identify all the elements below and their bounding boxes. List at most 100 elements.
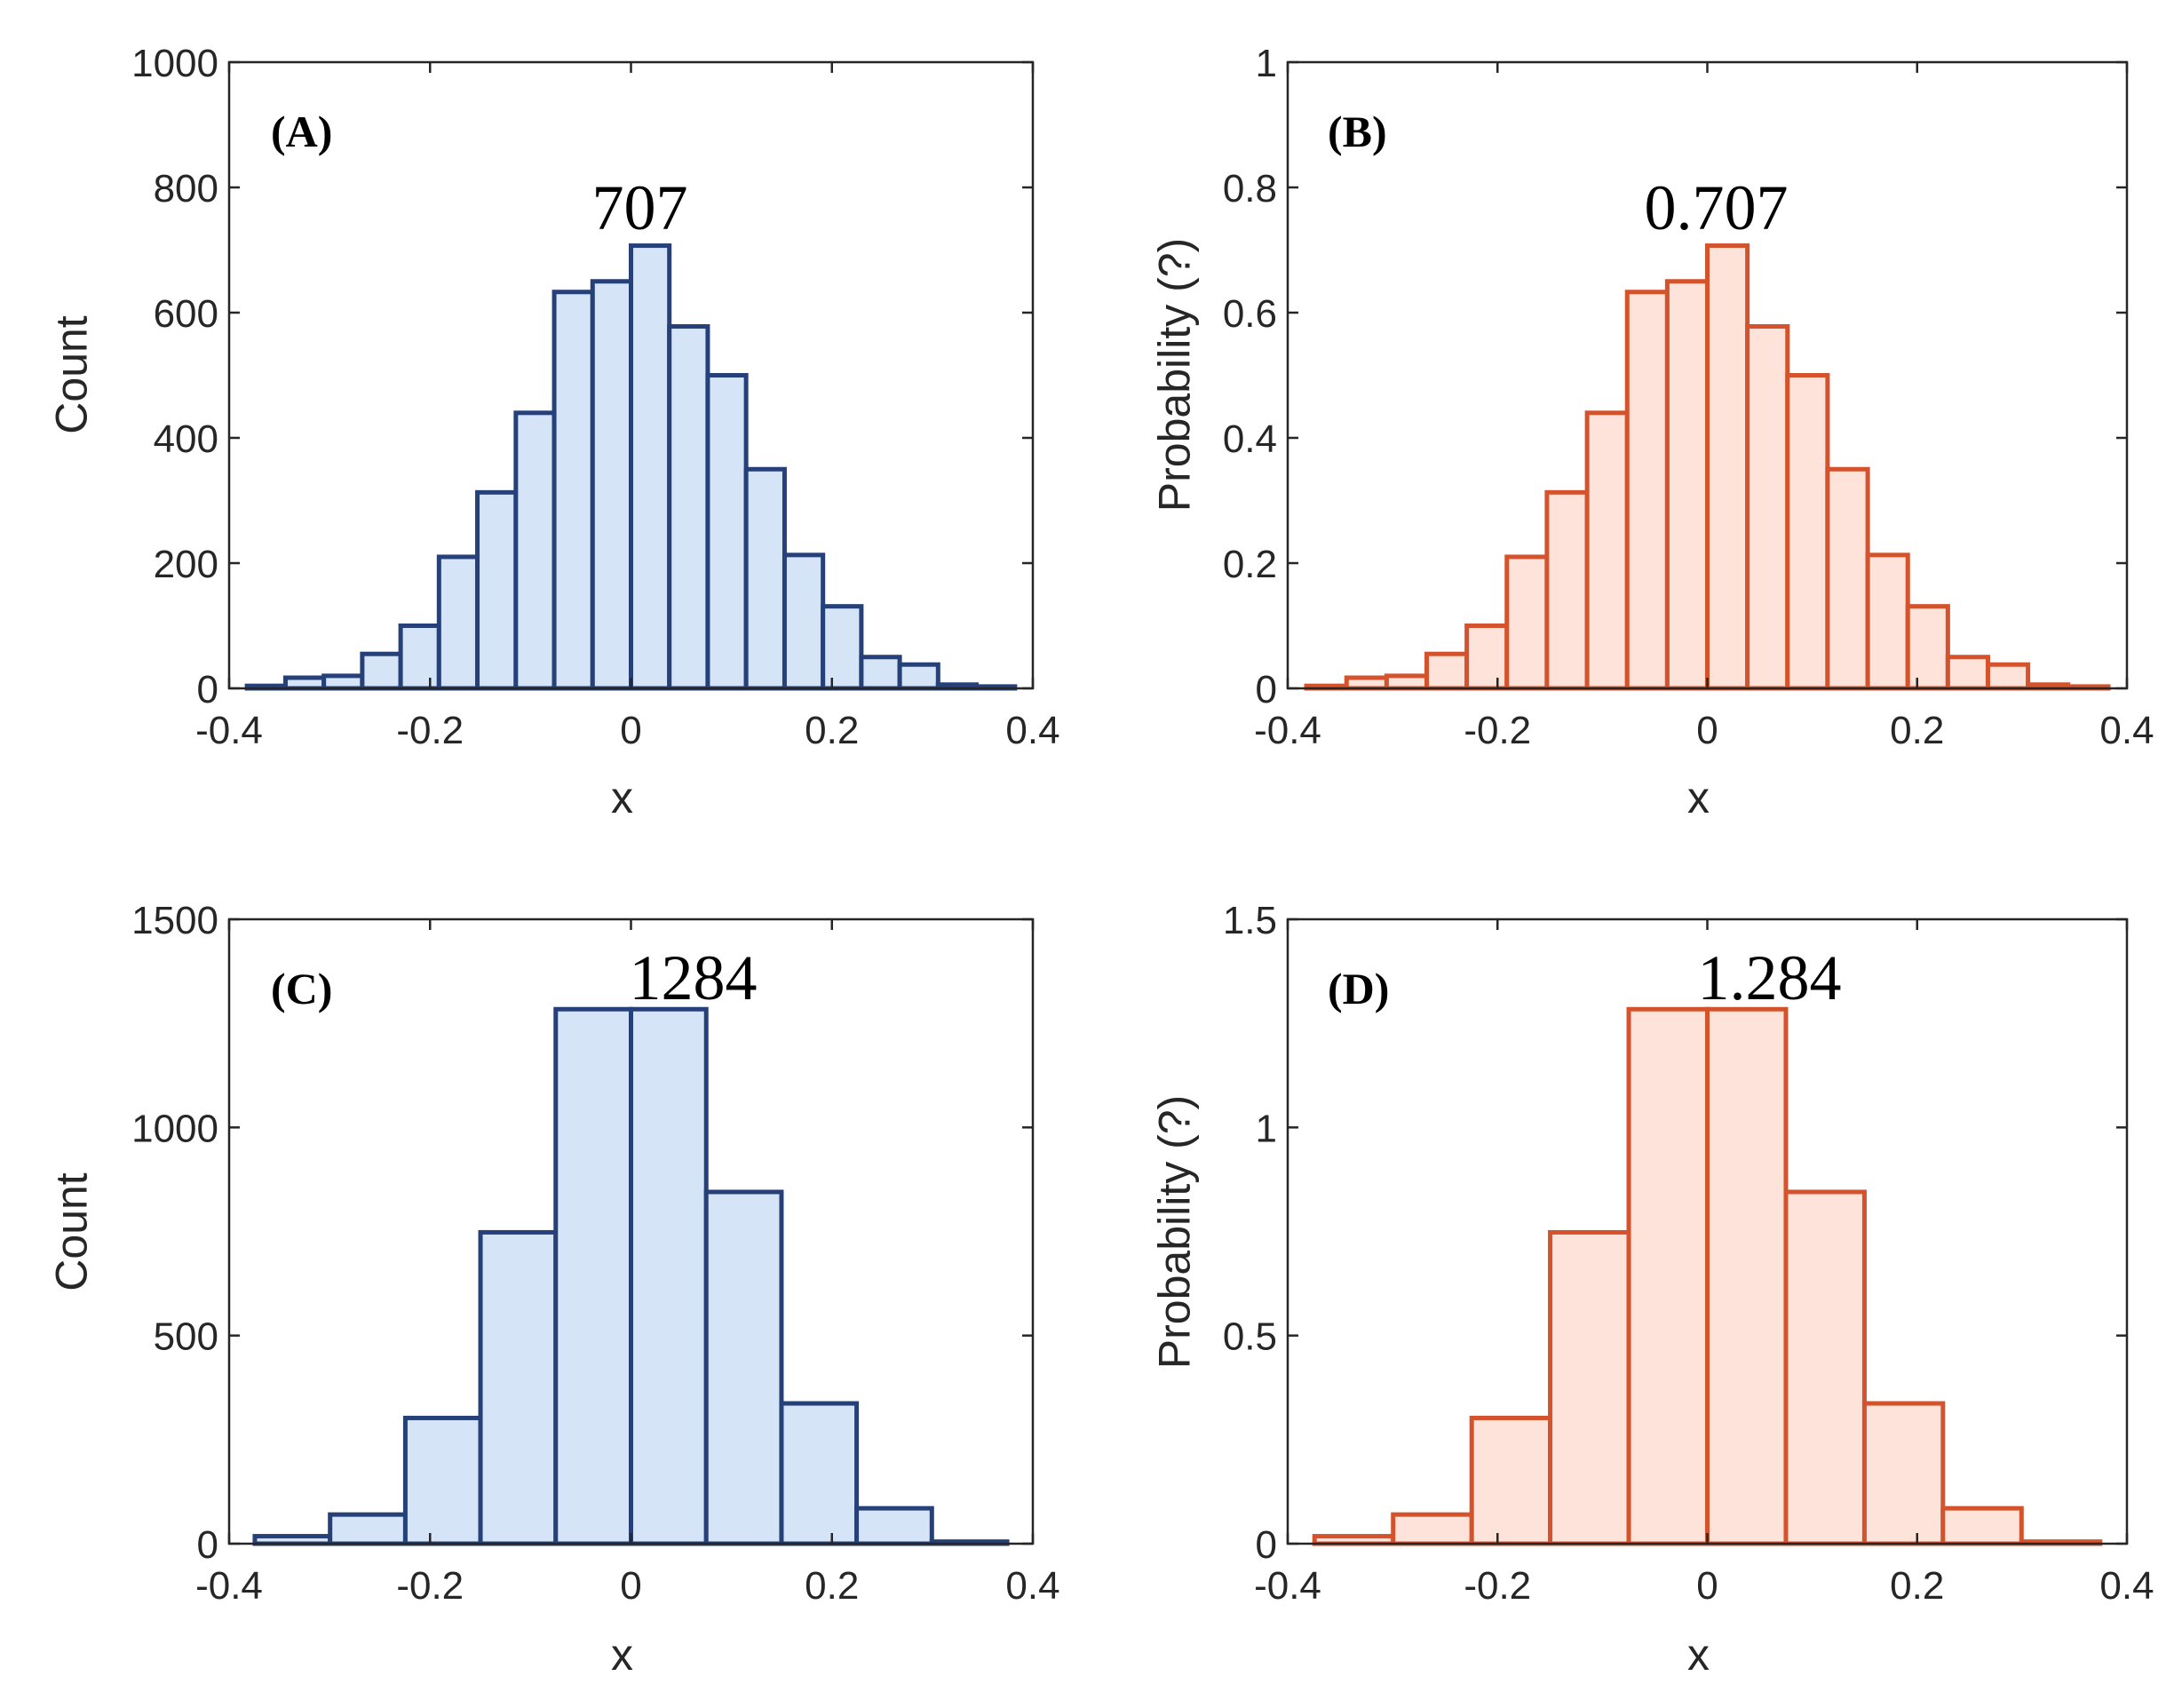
y-tick-label: 400: [154, 417, 218, 461]
histogram-bar: [1626, 1006, 1710, 1546]
histogram-bar: [436, 554, 480, 691]
histogram-bar: [1985, 662, 2031, 691]
x-tick-label: 0.2: [1890, 1564, 1944, 1608]
histogram-bar: [1940, 1505, 2024, 1546]
histogram-bar: [1391, 1512, 1474, 1546]
x-axis-label: x: [1687, 1630, 1710, 1680]
x-axis-label: x: [611, 773, 633, 822]
y-tick-label: 0: [197, 1523, 218, 1567]
y-tick-label: 500: [154, 1315, 218, 1359]
y-tick-label: 0: [1256, 1523, 1277, 1567]
x-tick-label: -0.2: [1464, 1564, 1531, 1608]
histogram-bar: [743, 466, 787, 691]
x-tick-label: 0: [1696, 709, 1718, 752]
histogram-bar: [629, 243, 672, 691]
histogram-bar: [1865, 552, 1910, 691]
histogram-panel: -0.4 -0.2 0 0.2 0.4 0 0.2 0.4 0.6 0.8 1 x Probabilit…: [1150, 42, 2154, 822]
x-axis-label: x: [611, 1630, 633, 1680]
histogram-bar: [321, 673, 365, 691]
histogram-bar: [1312, 1534, 1396, 1546]
histogram-bar: [703, 1189, 784, 1546]
histogram-bar: [821, 604, 864, 691]
x-tick-label: -0.4: [1254, 709, 1321, 752]
x-tick-label: 0.2: [805, 1564, 859, 1608]
x-tick-label: -0.2: [396, 709, 464, 752]
histogram-bar: [779, 1401, 860, 1546]
histogram-panel: -0.4 -0.2 0 0.2 0.4 0 200 400 600 800 1000 x Count (A…: [47, 42, 1060, 822]
panel-letter: (C): [271, 964, 332, 1013]
y-tick-label: 800: [154, 167, 218, 211]
histogram-bar: [782, 552, 826, 691]
histogram-bar: [1584, 410, 1630, 691]
y-tick-label: 0.5: [1223, 1315, 1277, 1359]
histogram-bar: [360, 651, 403, 691]
histogram-bar: [1544, 489, 1590, 691]
y-axis-label: Count: [47, 1172, 97, 1291]
histogram-bar: [402, 1415, 483, 1546]
histogram-bar: [1825, 466, 1870, 691]
histogram-bar: [1705, 243, 1750, 691]
y-tick-label: 0: [1256, 668, 1277, 711]
histogram-bar: [553, 1006, 633, 1546]
histogram-bar: [1469, 1415, 1553, 1546]
histogram-bar: [1384, 673, 1430, 691]
panel-letter: (D): [1328, 964, 1389, 1013]
x-axis-label: x: [1687, 773, 1710, 822]
y-tick-label: 0.8: [1223, 167, 1277, 211]
histogram-bar: [705, 373, 749, 691]
y-tick-label: 1000: [131, 42, 218, 85]
x-tick-label: -0.2: [396, 1564, 464, 1608]
histogram-bar: [1745, 324, 1790, 691]
histogram-bar: [1548, 1229, 1631, 1546]
y-tick-label: 0.4: [1223, 417, 1277, 461]
peak-value-label: 1284: [630, 942, 758, 1013]
histogram-bar: [897, 662, 940, 691]
peak-value-label: 1.284: [1698, 942, 1842, 1013]
peak-value-label: 0.707: [1645, 172, 1789, 243]
y-tick-label: 1: [1256, 1107, 1277, 1150]
panel-letter: (A): [271, 107, 332, 156]
y-axis-label: Probability (?): [1150, 238, 1200, 512]
histogram-bar: [478, 1229, 559, 1546]
x-tick-label: -0.4: [195, 1564, 263, 1608]
x-tick-label: -0.4: [195, 709, 263, 752]
histogram-bar: [475, 489, 519, 691]
histogram-bar: [1705, 1006, 1789, 1546]
histogram-bar: [629, 1006, 709, 1546]
y-axis-label: Probability (?): [1150, 1095, 1200, 1369]
y-tick-label: 0.6: [1223, 292, 1277, 336]
panel-letter: (B): [1328, 107, 1387, 156]
x-tick-label: 0.2: [805, 709, 859, 752]
histogram-bar: [1905, 604, 1950, 691]
histogram-bar: [1504, 554, 1550, 691]
histogram-bar: [551, 290, 595, 691]
x-tick-label: -0.4: [1254, 1564, 1321, 1608]
histogram-bar: [1785, 373, 1830, 691]
x-tick-label: 0.4: [2099, 709, 2154, 752]
histogram-bar: [1464, 624, 1510, 691]
x-tick-label: -0.2: [1464, 709, 1531, 752]
x-tick-label: 0.4: [1005, 1564, 1059, 1608]
x-tick-label: 0: [620, 1564, 641, 1608]
histogram-bar: [1861, 1401, 1946, 1546]
histogram-bar: [1344, 675, 1389, 691]
y-tick-label: 1000: [131, 1107, 218, 1150]
histogram-bar: [328, 1512, 408, 1546]
histogram-bar: [1664, 279, 1710, 691]
histogram-bar: [513, 410, 557, 691]
y-axis-label: Count: [47, 315, 97, 434]
histogram-bar: [398, 624, 441, 691]
x-tick-label: 0: [620, 709, 641, 752]
y-tick-label: 1: [1256, 42, 1277, 85]
y-tick-label: 1500: [131, 899, 218, 942]
histogram-bar: [282, 675, 327, 691]
histogram-bar: [859, 655, 902, 691]
y-tick-label: 0: [197, 668, 218, 711]
x-tick-label: 0: [1696, 1564, 1718, 1608]
histogram-bar: [854, 1505, 934, 1546]
histogram-bar: [1945, 655, 1990, 691]
histogram-bar: [1783, 1189, 1867, 1546]
histogram-bar: [667, 324, 710, 691]
y-tick-label: 200: [154, 543, 218, 586]
